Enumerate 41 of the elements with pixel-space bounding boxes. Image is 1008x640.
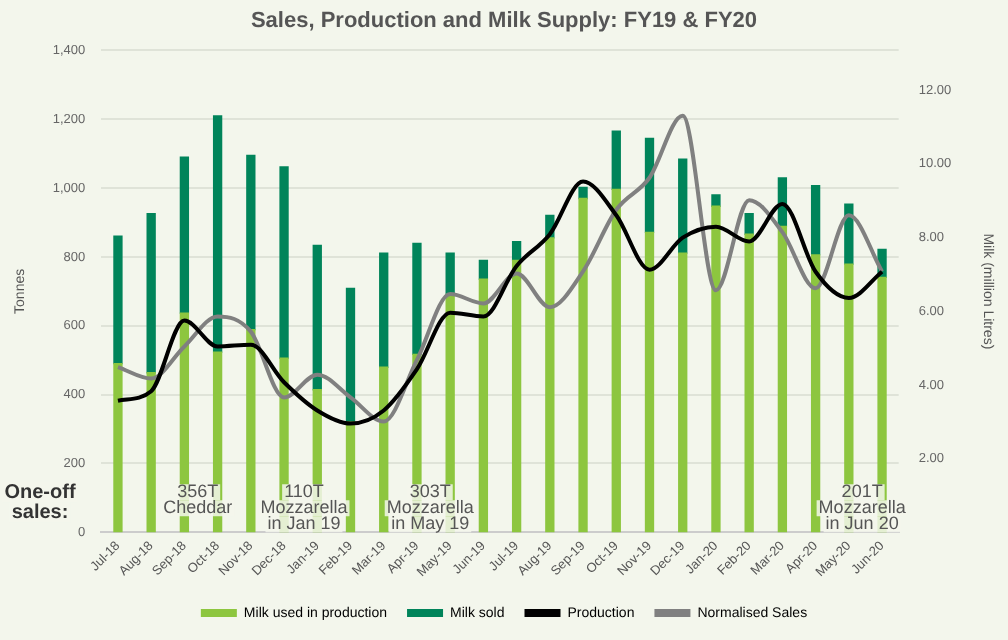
bar (511, 259, 522, 533)
annotation: 303T Mozzarella in May 19 (386, 481, 474, 534)
bar (478, 278, 489, 533)
bar (312, 244, 322, 391)
annotation: 201T Mozzarella in Jun 20 (818, 481, 906, 534)
bar (711, 205, 721, 533)
bar (412, 242, 422, 356)
bar (279, 166, 289, 359)
bar (379, 252, 389, 368)
bar (179, 156, 190, 314)
bar (611, 188, 621, 533)
bar (810, 254, 821, 533)
bar (445, 252, 455, 295)
bar (744, 233, 754, 533)
bar (678, 158, 688, 254)
bar (511, 240, 522, 262)
bar (246, 154, 256, 331)
bar (678, 252, 688, 533)
bar (146, 372, 156, 533)
bar (113, 362, 123, 533)
bar (578, 186, 588, 200)
bar (478, 259, 489, 280)
bar (212, 115, 223, 353)
line-series (115, 179, 885, 426)
annotation: 110T Mozzarella in Jan 19 (260, 481, 348, 534)
bar (146, 212, 156, 374)
bar (578, 197, 588, 533)
bar (744, 212, 754, 235)
annotation: 356T Cheddar (163, 481, 233, 518)
bar (644, 231, 655, 533)
line-series (115, 113, 885, 424)
bar (345, 287, 356, 423)
bar (810, 184, 821, 256)
text: One-off sales: (4, 481, 77, 524)
bar (113, 235, 123, 365)
bar (777, 225, 788, 533)
bar (611, 130, 621, 190)
chart-title: Sales, Production and Milk Supply: FY19 & FY20 (250, 9, 758, 34)
bar (711, 194, 721, 207)
bar (246, 329, 256, 533)
bar (545, 237, 555, 533)
